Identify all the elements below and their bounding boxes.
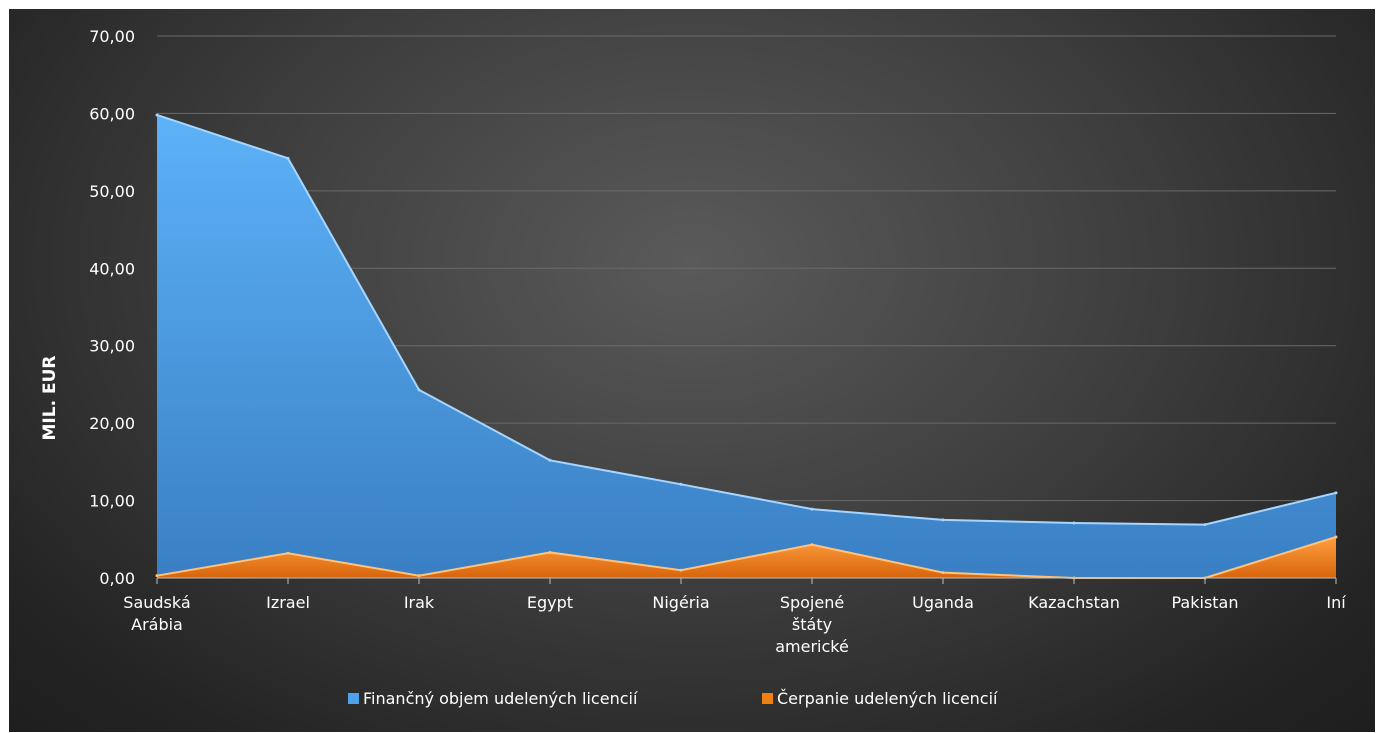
data-point — [155, 574, 159, 578]
data-point — [941, 571, 945, 575]
y-axis-title: MIL. EUR — [40, 356, 60, 441]
data-point — [417, 388, 421, 392]
legend-label: Čerpanie udelených licencií — [777, 689, 998, 708]
x-tick-label: Kazachstan — [1028, 593, 1120, 612]
area-series-1-edge — [156, 114, 1337, 526]
y-tick-label: 40,00 — [89, 259, 135, 278]
area-series-1 — [157, 114, 1336, 578]
legend-swatch — [348, 693, 359, 704]
legend-label: Finančný objem udelených licencií — [363, 689, 638, 708]
y-tick-label: 50,00 — [89, 182, 135, 201]
y-tick-label: 10,00 — [89, 492, 135, 511]
data-point — [286, 551, 290, 555]
x-tick-label: Pakistan — [1172, 593, 1239, 612]
y-tick-label: 30,00 — [89, 337, 135, 356]
data-point — [417, 574, 421, 578]
data-point — [155, 113, 159, 117]
data-point — [1072, 521, 1076, 525]
data-point — [941, 518, 945, 522]
y-tick-label: 60,00 — [89, 104, 135, 123]
data-point — [548, 458, 552, 462]
data-point — [810, 507, 814, 511]
x-tick-label: Uganda — [912, 593, 974, 612]
chart-area: 0,00 10,00 20,00 30,00 40,00 50,00 60,00 70,00 S… — [9, 9, 1375, 732]
data-point — [1203, 523, 1207, 527]
y-tick-label: 0,00 — [99, 569, 135, 588]
data-point — [679, 482, 683, 486]
area-chart: 0,00 10,00 20,00 30,00 40,00 50,00 60,00 70,00 S… — [40, 27, 1346, 708]
x-tick-label: Izrael — [266, 593, 310, 612]
axes: 0,00 10,00 20,00 30,00 40,00 50,00 60,00 70,00 S… — [89, 27, 1346, 656]
y-tick-label: 20,00 — [89, 414, 135, 433]
legend: Finančný objem udelených licencií Čerpani… — [348, 689, 998, 708]
x-tick-label: Egypt — [527, 593, 573, 612]
x-tick-label: Iní — [1326, 593, 1346, 612]
data-point — [286, 156, 290, 160]
data-point — [548, 550, 552, 554]
data-point — [679, 568, 683, 572]
x-tick-label: Saudská Arábia — [123, 593, 190, 634]
x-tick-label: Spojené štáty americké — [775, 593, 849, 656]
data-point — [810, 543, 814, 547]
x-tick-label: Nigéria — [652, 593, 709, 612]
y-tick-label: 70,00 — [89, 27, 135, 46]
data-point — [1334, 535, 1338, 539]
x-tick-label: Irak — [404, 593, 435, 612]
data-point — [1334, 491, 1338, 495]
legend-swatch — [762, 693, 773, 704]
series-areas — [155, 113, 1338, 580]
